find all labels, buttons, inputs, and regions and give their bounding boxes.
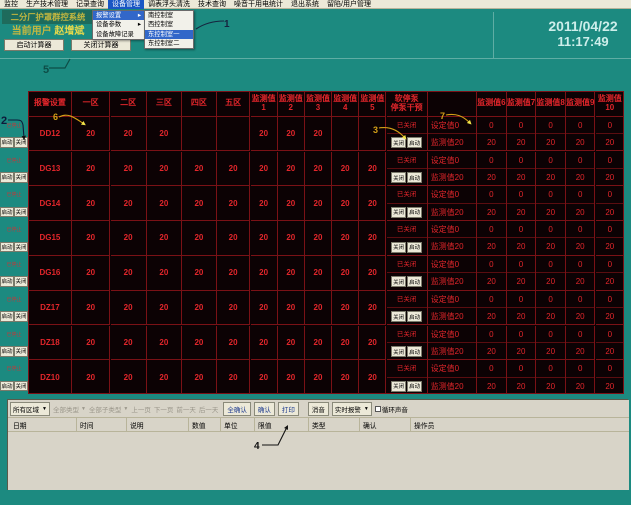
svg-text:1: 1 bbox=[224, 19, 230, 30]
svg-text:5: 5 bbox=[43, 64, 49, 76]
